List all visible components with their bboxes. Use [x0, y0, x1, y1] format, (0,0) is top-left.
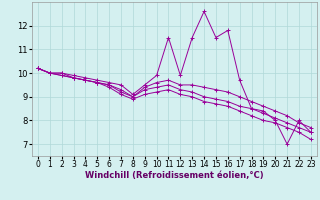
X-axis label: Windchill (Refroidissement éolien,°C): Windchill (Refroidissement éolien,°C)	[85, 171, 264, 180]
